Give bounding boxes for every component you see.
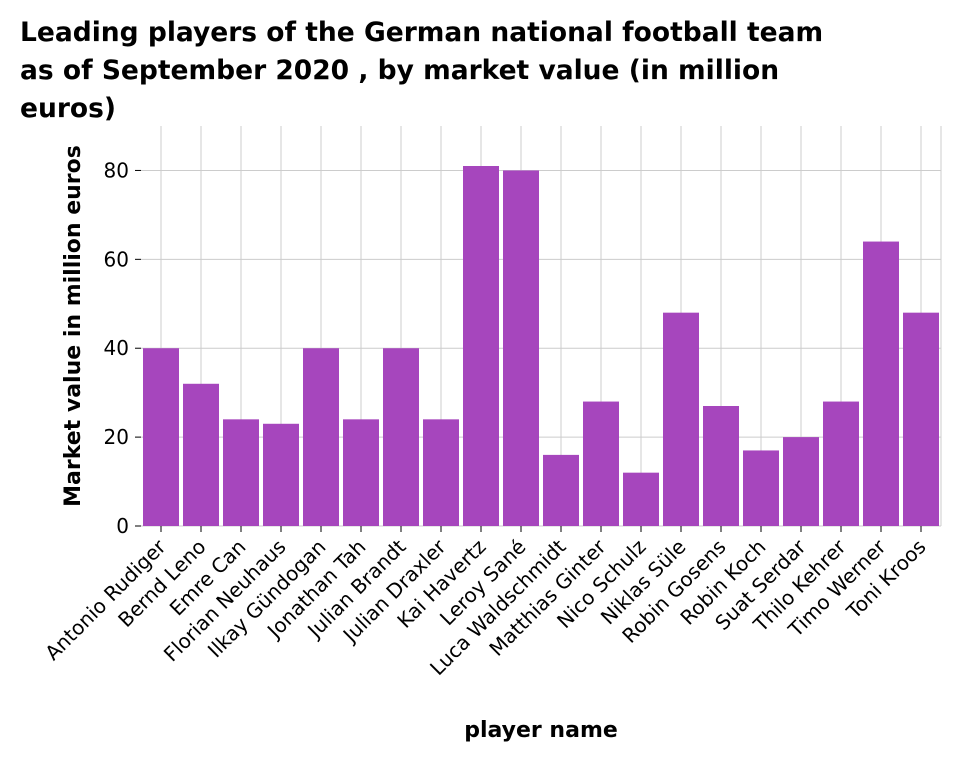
bar	[543, 454, 579, 526]
chart-title: Leading players of the German national f…	[20, 17, 824, 124]
bar	[823, 401, 859, 526]
y-tick-label: 80	[104, 158, 129, 182]
y-axis-label: Market value in million euros	[61, 145, 86, 507]
bar	[583, 401, 619, 526]
bar	[223, 419, 259, 526]
bar	[663, 312, 699, 526]
y-axis-ticks: 0 20 40 60 80	[104, 158, 141, 538]
bar	[743, 450, 779, 526]
bar	[623, 472, 659, 526]
bar	[783, 437, 819, 526]
bar	[463, 166, 499, 526]
bar	[423, 419, 459, 526]
gridlines	[141, 126, 942, 527]
y-tick-label: 40	[104, 336, 129, 360]
y-tick-label: 60	[104, 247, 129, 271]
bar	[703, 406, 739, 526]
bar	[143, 348, 179, 526]
bar	[503, 170, 539, 526]
bar	[903, 312, 939, 526]
bar	[183, 383, 219, 526]
bar	[303, 348, 339, 526]
bar	[263, 423, 299, 526]
bar	[863, 241, 899, 527]
bar	[343, 419, 379, 526]
bar	[383, 348, 419, 526]
x-axis-label: player name	[464, 718, 618, 743]
bars	[143, 166, 939, 527]
y-tick-label: 0	[116, 514, 129, 538]
y-tick-label: 20	[104, 425, 129, 449]
